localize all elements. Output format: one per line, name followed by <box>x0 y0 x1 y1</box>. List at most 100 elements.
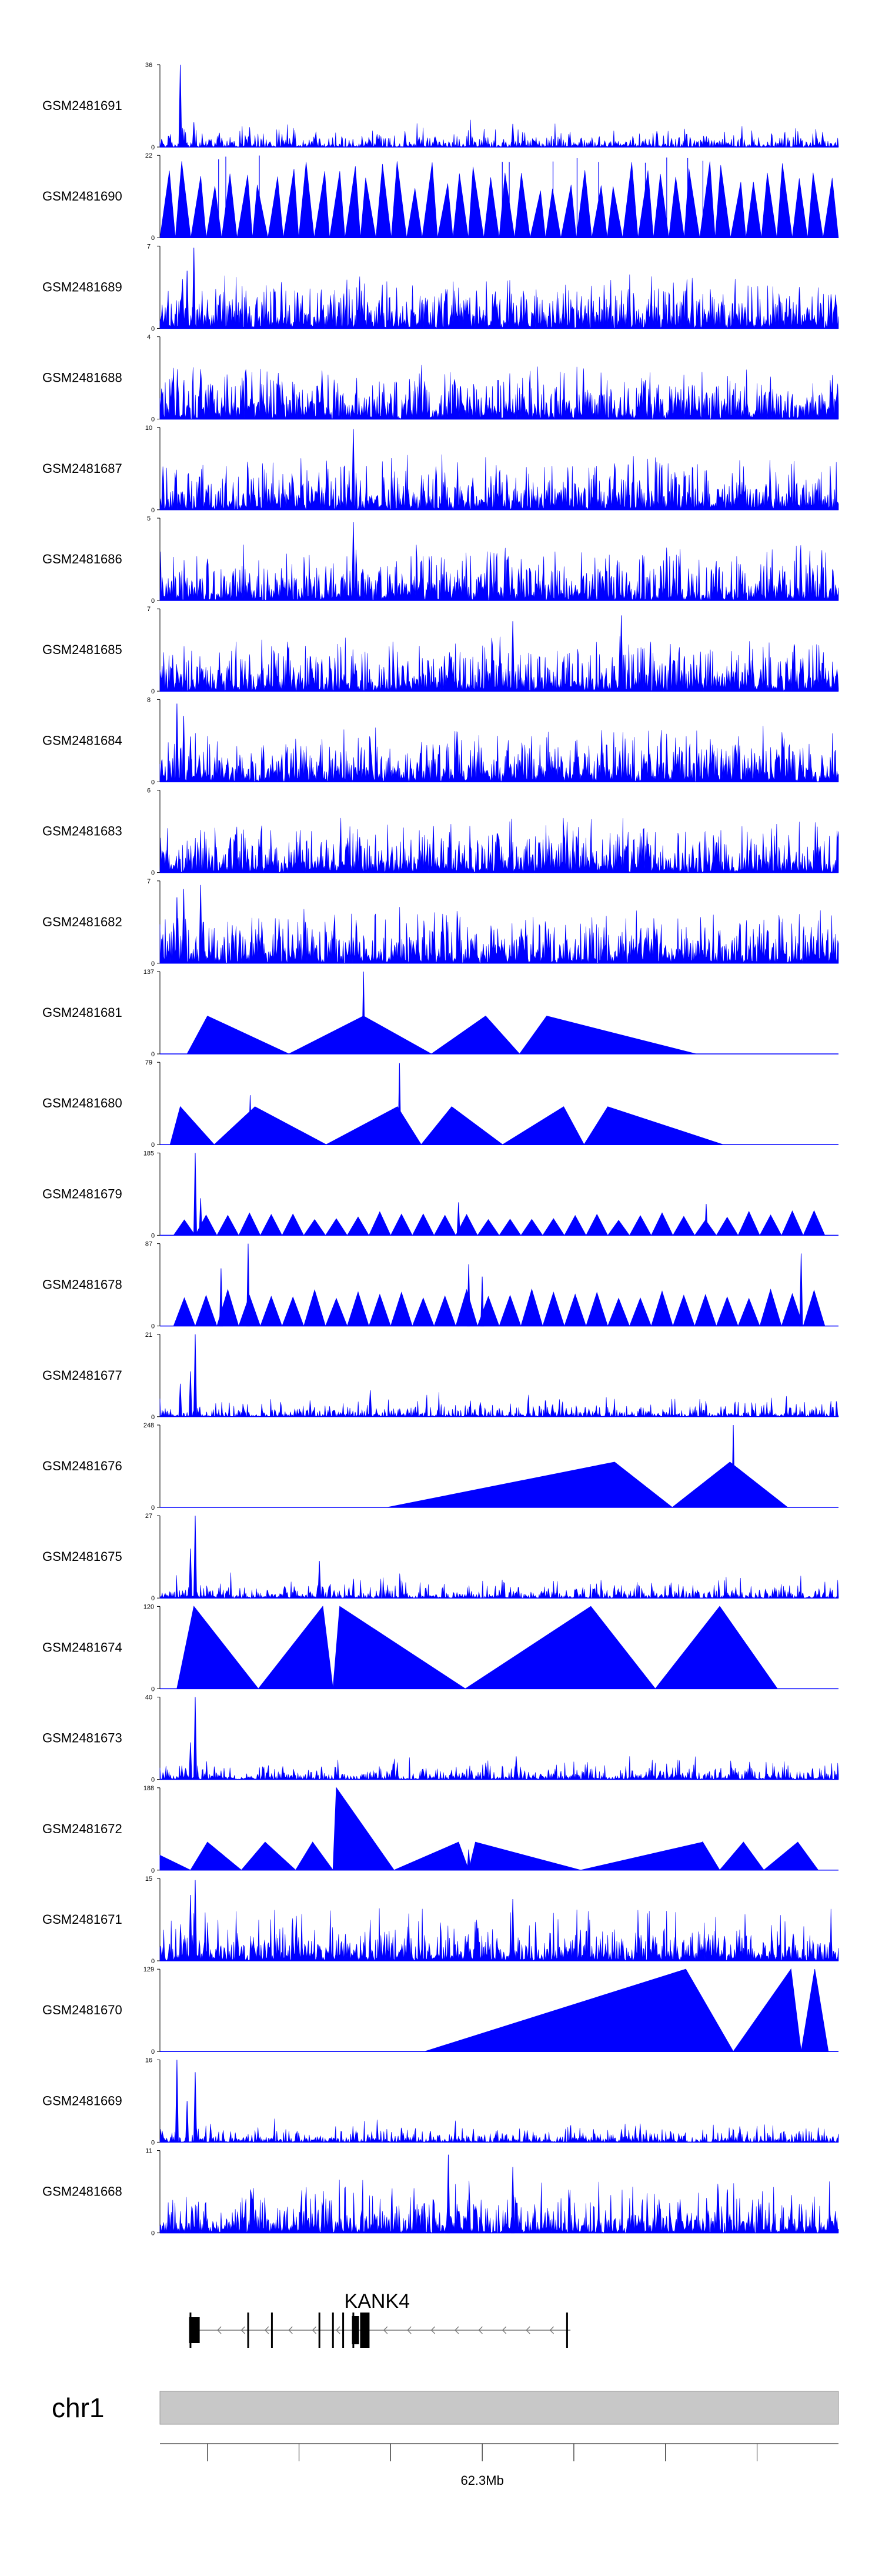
signal-triangle <box>332 1787 395 1871</box>
signal-triangle <box>583 1106 723 1145</box>
y-max-label: 7 <box>147 606 151 613</box>
strand-arrow <box>217 2326 222 2334</box>
track-gsm2481674: GSM2481674 120 0 <box>42 1603 838 1693</box>
signal-peak <box>193 1516 198 1599</box>
signal-peak <box>511 2167 515 2234</box>
track-gsm2481686: GSM2481686 5 0 <box>42 515 839 605</box>
y-max-label: 10 <box>145 425 152 432</box>
chromosome-ideogram: chr1 62.3Mb <box>52 2391 839 2488</box>
signal-area <box>159 726 839 782</box>
signal-peak <box>175 2060 179 2143</box>
track-label: GSM2481669 <box>42 2093 122 2108</box>
gene-name: KANK4 <box>345 2290 410 2313</box>
signal-peak <box>188 1371 192 1417</box>
y-min-label: 0 <box>151 1958 155 1965</box>
signal-area <box>160 1210 826 1236</box>
track-label: GSM2481682 <box>42 915 122 929</box>
track-gsm2481677: GSM2481677 21 0 <box>42 1332 839 1421</box>
signal-peak <box>219 1268 223 1327</box>
track-label: GSM2481670 <box>42 2003 122 2017</box>
y-min-label: 0 <box>151 235 155 242</box>
y-max-label: 21 <box>145 1332 152 1339</box>
signal-triangle <box>654 1606 779 1689</box>
signal-area <box>159 907 839 964</box>
y-min-label: 0 <box>151 960 155 967</box>
y-max-label: 79 <box>145 1059 152 1066</box>
track-label: GSM2481690 <box>42 189 122 203</box>
y-min-label: 0 <box>151 1777 155 1784</box>
track-gsm2481689: GSM2481689 7 0 <box>42 243 839 332</box>
signal-peak <box>619 615 623 692</box>
track-label: GSM2481675 <box>42 1549 122 1564</box>
strand-arrow <box>240 2326 245 2334</box>
y-min-label: 0 <box>151 144 155 151</box>
signal-peak <box>182 889 186 964</box>
signal-triangle <box>295 1841 334 1871</box>
gene-exon <box>360 2313 370 2348</box>
signal-triangle <box>671 1461 789 1508</box>
signal-area <box>159 544 839 601</box>
track-gsm2481690: GSM2481690 22 0 <box>42 152 839 242</box>
strand-arrow <box>288 2326 293 2334</box>
signal-peak <box>467 1849 471 1871</box>
track-gsm2481675: GSM2481675 27 0 <box>42 1513 839 1602</box>
signal-peak <box>514 1756 518 1780</box>
y-min-label: 0 <box>151 507 155 514</box>
y-max-label: 27 <box>145 1513 152 1520</box>
signal-peak <box>511 124 515 148</box>
signal-triangle <box>176 1606 259 1689</box>
track-gsm2481687: GSM2481687 10 0 <box>42 425 839 514</box>
strand-arrow <box>478 2326 483 2334</box>
y-min-label: 0 <box>151 2048 155 2056</box>
track-gsm2481681: GSM2481681 137 0 <box>42 969 838 1058</box>
signal-triangle <box>289 1016 433 1055</box>
signal-triangle <box>502 1106 585 1145</box>
signal-area <box>159 1572 839 1599</box>
signal-peak <box>193 1334 198 1417</box>
gene-exon <box>247 2313 249 2348</box>
track-label: GSM2481687 <box>42 461 122 476</box>
signal-triangle <box>387 1461 673 1508</box>
y-max-label: 7 <box>147 243 151 250</box>
signal-peak <box>467 1264 471 1327</box>
signal-triangle <box>719 1841 765 1871</box>
signal-peak <box>193 1153 198 1236</box>
y-min-label: 0 <box>151 1142 155 1149</box>
signal-area <box>159 817 839 873</box>
signal-triangle <box>580 1841 720 1871</box>
track-label: GSM2481671 <box>42 1912 122 1927</box>
y-max-label: 8 <box>147 696 151 703</box>
y-min-label: 0 <box>151 1504 155 1511</box>
signal-peak <box>199 885 203 964</box>
strand-arrow <box>526 2326 530 2334</box>
signal-triangle <box>332 1606 466 1689</box>
track-label: GSM2481672 <box>42 1821 122 1836</box>
signal-peak <box>188 1894 192 1961</box>
signal-triangle <box>420 1106 504 1145</box>
track-label: GSM2481668 <box>42 2184 122 2199</box>
y-min-label: 0 <box>151 2139 155 2146</box>
y-max-label: 87 <box>145 1241 152 1248</box>
gene-exon <box>318 2313 320 2348</box>
y-min-label: 0 <box>151 1595 155 1602</box>
y-min-label: 0 <box>151 1323 155 1330</box>
y-max-label: 16 <box>145 2057 152 2064</box>
y-max-label: 188 <box>143 1785 154 1792</box>
gene-exon <box>270 2313 273 2348</box>
y-max-label: 129 <box>143 1966 154 1973</box>
signal-triangle <box>733 1968 802 2052</box>
signal-triangle <box>159 1854 191 1871</box>
y-max-label: 22 <box>145 152 152 159</box>
gene-track: KANK4 <box>189 2290 571 2348</box>
data-tracks: GSM2481691360GSM2481690220GSM248168970GS… <box>42 62 839 2237</box>
track-gsm2481679: GSM2481679 185 0 <box>42 1150 838 1239</box>
strand-arrow <box>407 2326 412 2334</box>
signal-triangle <box>519 1016 696 1055</box>
signal-triangle <box>240 1841 297 1871</box>
signal-peak <box>456 1202 460 1236</box>
signal-triangle <box>430 1015 520 1055</box>
signal-peak <box>318 1561 322 1599</box>
track-gsm2481671: GSM2481671 15 0 <box>42 1876 839 1965</box>
track-label: GSM2481686 <box>42 552 122 566</box>
signal-triangle <box>169 1106 215 1145</box>
